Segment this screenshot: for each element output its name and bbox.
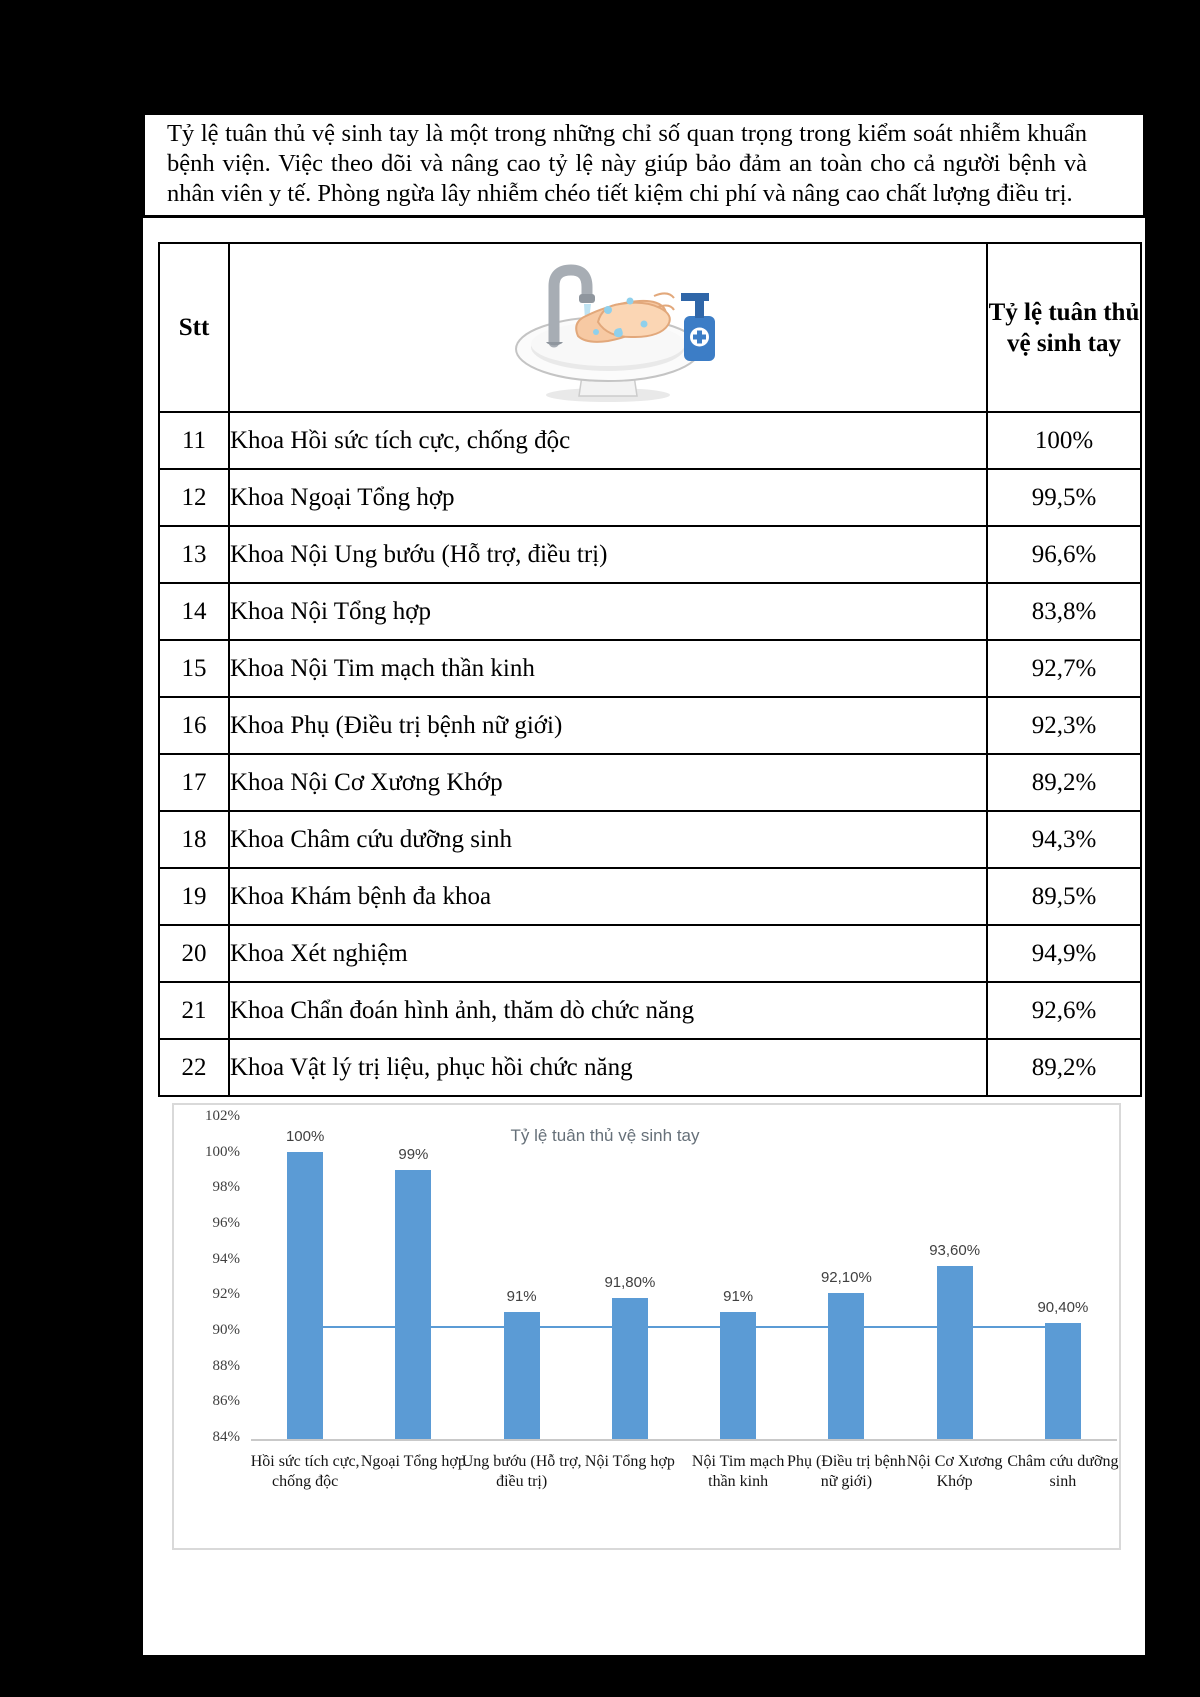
table-row: 17 Khoa Nội Cơ Xương Khớp 89,2% bbox=[158, 753, 1142, 812]
y-axis-tick-label: 100% bbox=[205, 1143, 240, 1160]
cell-dept: Khoa Nội Ung bướu (Hỗ trợ, điều trị) bbox=[228, 525, 988, 584]
chart: Tỷ lệ tuân thủ vệ sinh tay 102% 100% 98% 96… bbox=[172, 1103, 1121, 1550]
rate-header: Tỷ lệ tuân thủ vệ sinh tay bbox=[986, 242, 1142, 413]
bar-value-label: 91% bbox=[506, 1288, 537, 1306]
x-axis-category-label: Nội Tổng hợp bbox=[584, 1453, 675, 1470]
cell-rate: 94,3% bbox=[986, 810, 1142, 869]
cell-stt: 20 bbox=[158, 924, 230, 983]
table-row: 18 Khoa Châm cứu dưỡng sinh 94,3% bbox=[158, 810, 1142, 869]
cell-stt: 21 bbox=[158, 981, 230, 1040]
y-axis-tick-label: 102% bbox=[205, 1108, 240, 1124]
x-axis-category-label: Nội Tim mạch thần kinh bbox=[691, 1453, 785, 1490]
cell-dept: Khoa Phụ (Điều trị bệnh nữ giới) bbox=[228, 696, 988, 755]
table-row: 21 Khoa Chẩn đoán hình ảnh, thăm dò chức … bbox=[158, 981, 1142, 1040]
cell-rate: 89,5% bbox=[986, 867, 1142, 926]
bar bbox=[611, 1297, 648, 1439]
bar-value-label: 99% bbox=[398, 1145, 429, 1163]
cell-dept: Khoa Nội Cơ Xương Khớp bbox=[228, 753, 988, 812]
cell-rate: 99,5% bbox=[986, 468, 1142, 527]
handwashing-image bbox=[515, 264, 715, 402]
cell-rate: 89,2% bbox=[986, 753, 1142, 812]
cell-stt: 12 bbox=[158, 468, 230, 527]
cell-rate: 83,8% bbox=[986, 582, 1142, 641]
table-row: 14 Khoa Nội Tổng hợp 83,8% bbox=[158, 582, 1142, 641]
bar-value-label: 100% bbox=[285, 1127, 325, 1145]
cell-stt: 17 bbox=[158, 753, 230, 812]
bar bbox=[287, 1151, 324, 1439]
bar bbox=[828, 1292, 865, 1439]
cell-stt: 13 bbox=[158, 525, 230, 584]
cell-rate: 94,9% bbox=[986, 924, 1142, 983]
cell-rate: 92,6% bbox=[986, 981, 1142, 1040]
cell-stt: 19 bbox=[158, 867, 230, 926]
cell-rate: 100% bbox=[986, 411, 1142, 470]
table-row: 13 Khoa Nội Ung bướu (Hỗ trợ, điều trị) 96… bbox=[158, 525, 1142, 584]
bar bbox=[395, 1169, 432, 1439]
cell-dept: Khoa Châm cứu dưỡng sinh bbox=[228, 810, 988, 869]
cell-dept: Khoa Nội Tim mạch thần kinh bbox=[228, 639, 988, 698]
hand-hygiene-table: Stt bbox=[158, 242, 1142, 1097]
cell-rate: 92,3% bbox=[986, 696, 1142, 755]
table-row: 15 Khoa Nội Tim mạch thần kinh 92,7% bbox=[158, 639, 1142, 698]
table-body: 11 Khoa Hồi sức tích cực, chống độc 100% 12… bbox=[158, 411, 1142, 1097]
bar-value-label: 92,10% bbox=[820, 1268, 872, 1286]
table-row: 22 Khoa Vật lý trị liệu, phục hồi chức nă… bbox=[158, 1038, 1142, 1097]
document-page: Tỷ lệ tuân thủ vệ sinh tay là một trong … bbox=[143, 113, 1145, 1655]
cell-stt: 14 bbox=[158, 582, 230, 641]
y-axis-tick-label: 84% bbox=[212, 1429, 241, 1445]
cell-stt: 15 bbox=[158, 639, 230, 698]
cell-rate: 92,7% bbox=[986, 639, 1142, 698]
y-axis-tick-label: 92% bbox=[212, 1286, 241, 1303]
bar bbox=[1044, 1322, 1081, 1439]
cell-dept: Khoa Nội Tổng hợp bbox=[228, 582, 988, 641]
soap-bottle-icon bbox=[681, 293, 715, 361]
bar-value-label: 91,80% bbox=[604, 1273, 656, 1291]
x-axis-category-label: Phụ (Điều trị bệnh nữ giới) bbox=[787, 1453, 906, 1490]
cell-rate: 96,6% bbox=[986, 525, 1142, 584]
hands-icon bbox=[575, 292, 675, 343]
cell-dept: Khoa Khám bệnh đa khoa bbox=[228, 867, 988, 926]
reference-line bbox=[305, 1326, 1063, 1329]
y-axis-tick-label: 90% bbox=[212, 1322, 241, 1338]
x-axis-category-label: Ngoại Tổng hợp bbox=[360, 1453, 466, 1470]
y-axis-tick-label: 86% bbox=[212, 1393, 241, 1410]
table-row: 11 Khoa Hồi sức tích cực, chống độc 100% bbox=[158, 411, 1142, 470]
stt-header: Stt bbox=[158, 242, 230, 413]
cell-stt: 18 bbox=[158, 810, 230, 869]
cell-stt: 11 bbox=[158, 411, 230, 470]
y-axis-tick-label: 98% bbox=[212, 1179, 241, 1196]
table-header-row: Stt bbox=[158, 242, 1142, 413]
cell-stt: 16 bbox=[158, 696, 230, 755]
bar-value-label: 90,40% bbox=[1037, 1298, 1089, 1316]
x-axis-category-label: Hồi sức tích cực, chống độc bbox=[250, 1453, 360, 1490]
cell-dept: Khoa Vật lý trị liệu, phục hồi chức năng bbox=[228, 1038, 988, 1097]
cell-dept: Khoa Ngoại Tổng hợp bbox=[228, 468, 988, 527]
bar-value-label: 93,60% bbox=[929, 1241, 981, 1259]
y-axis-tick-label: 94% bbox=[212, 1250, 241, 1267]
table-row: 19 Khoa Khám bệnh đa khoa 89,5% bbox=[158, 867, 1142, 926]
table-row: 12 Khoa Ngoại Tổng hợp 99,5% bbox=[158, 468, 1142, 527]
bar-value-label: 91% bbox=[723, 1288, 754, 1306]
intro-paragraph: Tỷ lệ tuân thủ vệ sinh tay là một trong … bbox=[143, 113, 1145, 218]
cell-dept: Khoa Hồi sức tích cực, chống độc bbox=[228, 411, 988, 470]
table-row: 20 Khoa Xét nghiệm 94,9% bbox=[158, 924, 1142, 983]
y-axis-tick-label: 88% bbox=[212, 1357, 241, 1374]
cell-stt: 22 bbox=[158, 1038, 230, 1097]
bar bbox=[936, 1265, 973, 1439]
x-axis-category-label: Châm cứu dưỡng sinh bbox=[1007, 1453, 1119, 1490]
cell-dept: Khoa Chẩn đoán hình ảnh, thăm dò chức nă… bbox=[228, 981, 988, 1040]
table-row: 16 Khoa Phụ (Điều trị bệnh nữ giới) 92,3% bbox=[158, 696, 1142, 755]
y-axis-tick-label: 96% bbox=[212, 1215, 241, 1231]
x-axis-line bbox=[251, 1439, 1117, 1441]
bar bbox=[720, 1312, 757, 1439]
handwashing-image-cell bbox=[228, 242, 988, 413]
cell-dept: Khoa Xét nghiệm bbox=[228, 924, 988, 983]
x-axis-category-label: Nội Cơ Xương Khớp bbox=[906, 1453, 1003, 1490]
bar bbox=[503, 1312, 540, 1439]
cell-rate: 89,2% bbox=[986, 1038, 1142, 1097]
x-axis-category-label: Ung bướu (Hỗ trợ, điều trị) bbox=[461, 1453, 582, 1490]
chart-title: Tỷ lệ tuân thủ vệ sinh tay bbox=[510, 1126, 700, 1145]
